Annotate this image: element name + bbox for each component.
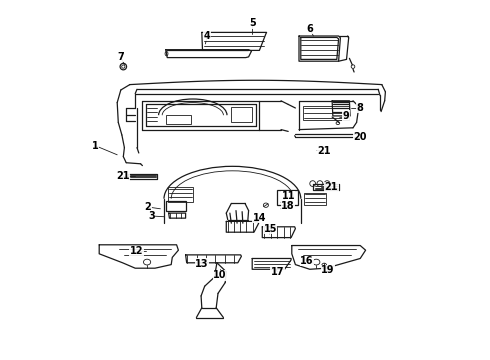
Text: 7: 7 [118,52,124,62]
Text: 13: 13 [195,258,209,269]
Text: 3: 3 [148,211,155,221]
Text: 21: 21 [318,146,331,156]
Bar [168,187,193,202]
Bar [231,107,252,122]
Text: 20: 20 [353,132,367,142]
Text: 2: 2 [145,202,151,212]
Text: 11: 11 [281,191,295,201]
Text: 6: 6 [306,24,313,34]
Bar [303,106,349,120]
Text: 14: 14 [253,213,266,223]
Text: 21: 21 [116,171,129,181]
Text: 18: 18 [281,201,295,211]
Text: 8: 8 [357,103,364,113]
Text: 4: 4 [204,31,211,41]
Text: 5: 5 [249,18,256,28]
Bar [304,193,326,205]
Text: 16: 16 [300,256,314,266]
Bar [166,201,186,211]
Text: 9: 9 [343,111,349,121]
Bar [277,190,298,205]
Text: 21: 21 [325,182,338,192]
Text: 17: 17 [270,267,284,277]
Text: 12: 12 [129,246,143,256]
Text: 15: 15 [264,224,277,234]
Bar [166,115,191,124]
Text: 1: 1 [92,141,99,151]
Text: 10: 10 [213,270,226,280]
Text: 19: 19 [321,265,335,275]
